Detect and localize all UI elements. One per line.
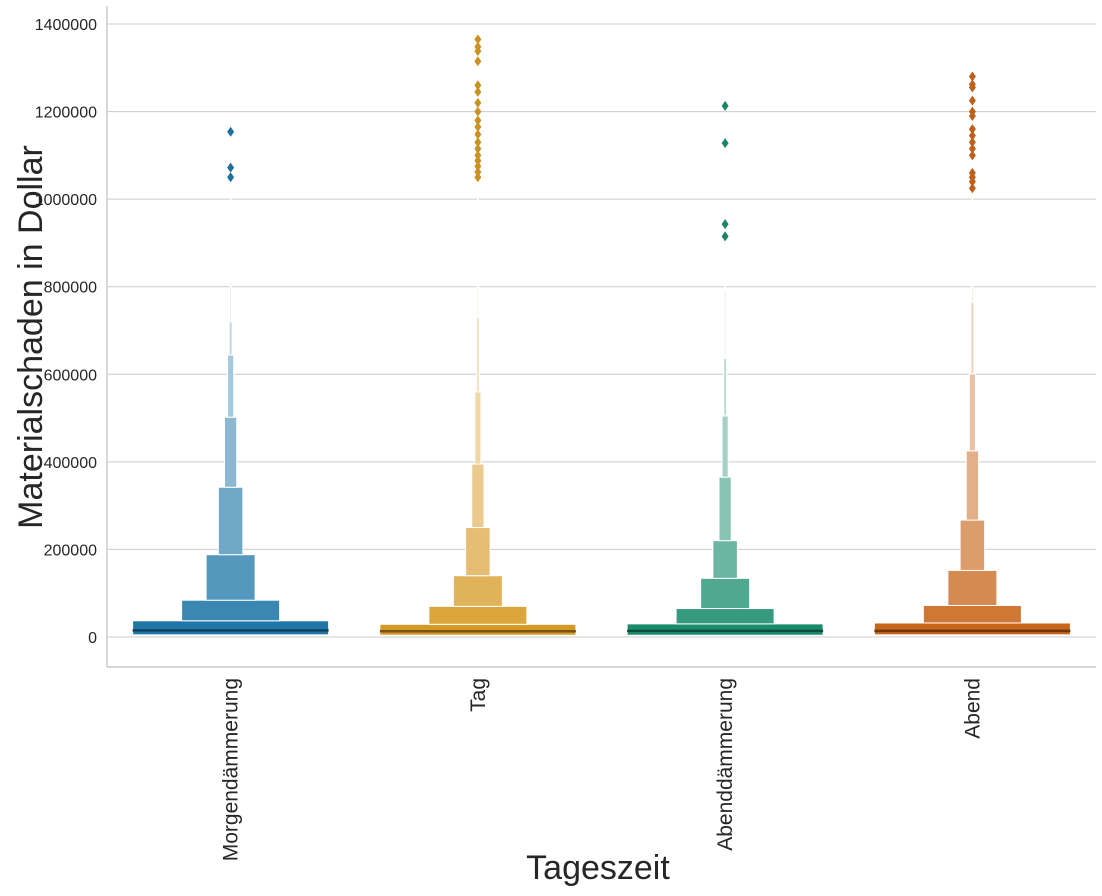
boxen-level-box [228,321,233,356]
boxen-level-box [428,605,528,625]
boxen-level-box [476,286,480,318]
y-tick-label: 800000 [44,280,97,297]
boxen-level-box [700,577,751,610]
boxen-level-box [721,415,729,478]
boxen-level-box [217,486,244,556]
outlier-point [474,41,482,52]
x-tick-label: Abenddämmerung [714,678,737,851]
outlier-point [474,129,482,140]
outlier-point [474,34,482,45]
boxen-level-box [474,391,482,465]
boxen-level-box [968,373,976,452]
boxen-group [873,71,1071,636]
y-tick-label: 400000 [44,455,97,472]
boxen-group [626,100,824,636]
outlier-point [227,126,235,137]
boxen-level-box [229,198,232,283]
outlier-point [474,166,482,177]
x-tick-labels: Morgendämmerung Tag Abenddämmerung Abend [220,678,985,861]
outlier-point [474,150,482,161]
boxen-level-box [227,354,235,418]
outlier-point [474,106,482,117]
boxen-level-box [626,623,824,636]
y-tick-label: 1400000 [35,17,97,34]
outlier-point [474,115,482,126]
boxen-level-box [224,416,238,488]
outlier-point [474,172,482,183]
outlier-point [474,155,482,166]
outlier-point [968,150,976,161]
grid-lines [107,23,1096,638]
outlier-point [474,80,482,91]
boxen-level-box [229,281,232,323]
outlier-point [968,167,976,178]
boxen-level-box [476,198,479,288]
boxen-level-box [873,622,1071,636]
y-tick-label: 0 [88,630,97,647]
boxen-level-box [723,290,727,360]
outlier-point [474,56,482,67]
outlier-point [968,143,976,154]
outlier-point [227,172,235,183]
outlier-point [968,79,976,90]
outlier-point [474,137,482,148]
boxen-level-box [947,569,998,606]
outlier-point [968,71,976,82]
boxen-level-box [205,554,256,601]
boxen-level-box [712,540,738,579]
boxen-level-box [132,620,330,636]
boxen-group [132,126,330,636]
boxen-level-box [475,316,480,393]
outlier-point [474,97,482,108]
outlier-point [721,219,729,230]
boxen-level-box [379,623,577,636]
boxen-level-box [718,476,732,542]
y-tick-labels: 0 200000 400000 600000 800000 1000000 1200000 1… [35,17,97,647]
outlier-point [721,138,729,149]
boxen-level-box [723,358,728,417]
x-tick-label: Tag [467,678,490,712]
boxen-plot-area [132,34,1071,636]
outlier-point [474,86,482,97]
boxen-level-box [675,608,775,625]
x-tick-label: Abend [961,678,984,739]
y-tick-label: 1000000 [35,192,97,209]
outlier-point [474,143,482,154]
boxen-level-box [959,519,986,571]
outlier-point [721,100,729,111]
outlier-point [968,95,976,106]
boxen-level-box [971,194,974,288]
outlier-point [968,137,976,148]
boxen-level-box [181,599,281,622]
outlier-point [968,183,976,194]
boxen-level-box [465,527,491,577]
y-tick-label: 600000 [44,367,97,384]
outlier-point [227,162,235,173]
outlier-point [721,231,729,242]
outlier-point [968,124,976,135]
y-tick-label: 200000 [44,542,97,559]
y-tick-label: 1200000 [35,105,97,122]
boxen-level-box [970,301,975,375]
outlier-point [474,161,482,172]
boxen-level-box [452,575,503,607]
y-axis-title: Materialschaden in Dollar [12,145,50,529]
outlier-point [474,121,482,132]
outlier-point [968,130,976,141]
boxen-group [379,34,577,636]
boxen-level-box [965,450,979,521]
boxen-level-box [971,286,974,303]
x-axis-title: Tageszeit [526,849,670,887]
boxen-level-box [922,604,1022,624]
axes [106,6,1096,668]
outlier-point [968,106,976,117]
x-tick-label: Morgendämmerung [220,678,243,861]
boxen-level-box [471,463,485,529]
